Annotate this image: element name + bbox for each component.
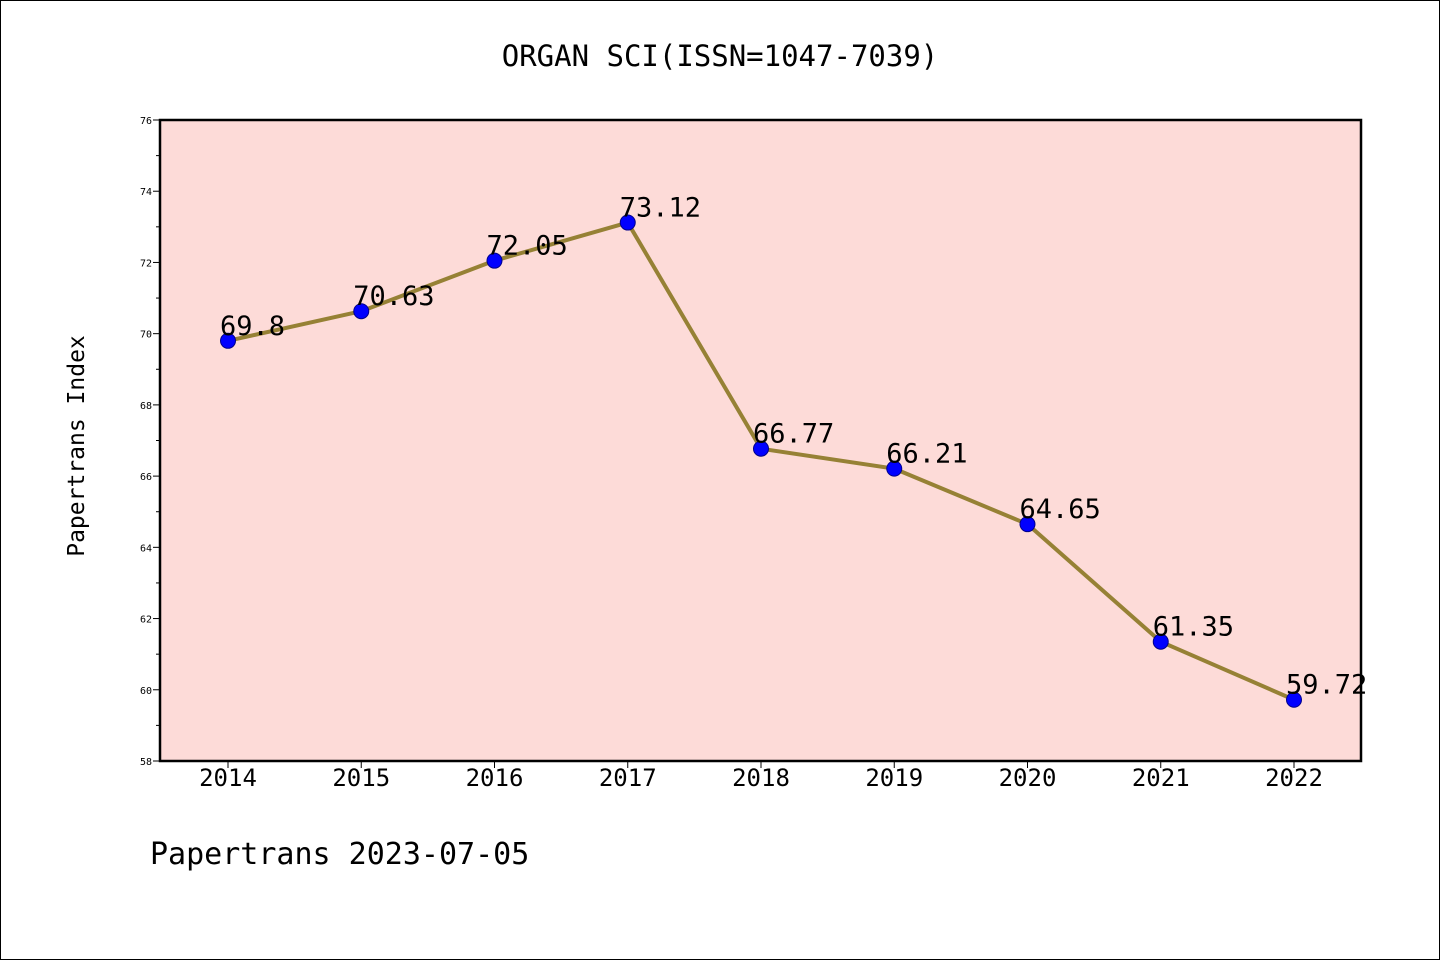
- y-tick-label: 60: [140, 686, 152, 697]
- data-point: [619, 214, 636, 231]
- y-tick-label: 64: [140, 543, 152, 554]
- series-group: 69.8 70.63 72.05 73.12 66.77 66.21 64.65 61.35 5…: [220, 193, 1367, 708]
- y-axis: 58 60 62 64 66 68 70 72 74 76: [140, 116, 160, 768]
- data-point: [220, 332, 236, 349]
- data-label: 66.77: [753, 419, 834, 450]
- data-label: 69.8: [220, 311, 285, 342]
- data-label: 59.72: [1286, 670, 1367, 701]
- y-tick-label: 76: [140, 116, 152, 127]
- data-point: [486, 252, 503, 269]
- data-label: 61.35: [1153, 612, 1234, 643]
- data-label: 66.21: [886, 439, 967, 470]
- x-tick-label: 2022: [1265, 764, 1323, 792]
- data-point: [353, 303, 370, 320]
- data-label: 73.12: [620, 193, 701, 224]
- data-label: 64.65: [1020, 494, 1101, 525]
- y-tick-label: 66: [140, 472, 152, 483]
- y-tick-label: 58: [140, 757, 152, 768]
- x-tick-label: 2020: [999, 764, 1057, 792]
- data-label: 72.05: [487, 231, 568, 262]
- chart-title: ORGAN SCI(ISSN=1047-7039): [502, 39, 939, 73]
- x-tick-label: 2018: [732, 764, 790, 792]
- x-tick-label: 2014: [199, 764, 257, 792]
- data-point: [886, 460, 903, 477]
- plot-area: [158, 118, 1363, 763]
- x-tick-label: 2019: [865, 764, 923, 792]
- data-point: [1152, 633, 1169, 650]
- y-tick-label: 74: [140, 187, 152, 198]
- y-axis-label: Papertrans Index: [64, 335, 90, 557]
- x-tick-label: 2017: [599, 764, 657, 792]
- data-point: [753, 440, 769, 457]
- data-point: [1019, 516, 1036, 533]
- y-tick-label: 62: [140, 615, 152, 626]
- y-tick-label: 68: [140, 401, 152, 412]
- x-tick-label: 2021: [1132, 764, 1190, 792]
- data-label: 70.63: [353, 281, 434, 312]
- x-tick-label: 2016: [466, 764, 524, 792]
- data-point: [1286, 691, 1302, 708]
- y-tick-label: 72: [140, 258, 152, 269]
- x-axis: 2014 2015 2016 2017 2018 2019 2020 2021 2022: [199, 761, 1323, 792]
- y-tick-label: 70: [140, 330, 152, 341]
- footer-text: Papertrans 2023-07-05: [150, 837, 529, 872]
- x-tick-label: 2015: [332, 764, 390, 792]
